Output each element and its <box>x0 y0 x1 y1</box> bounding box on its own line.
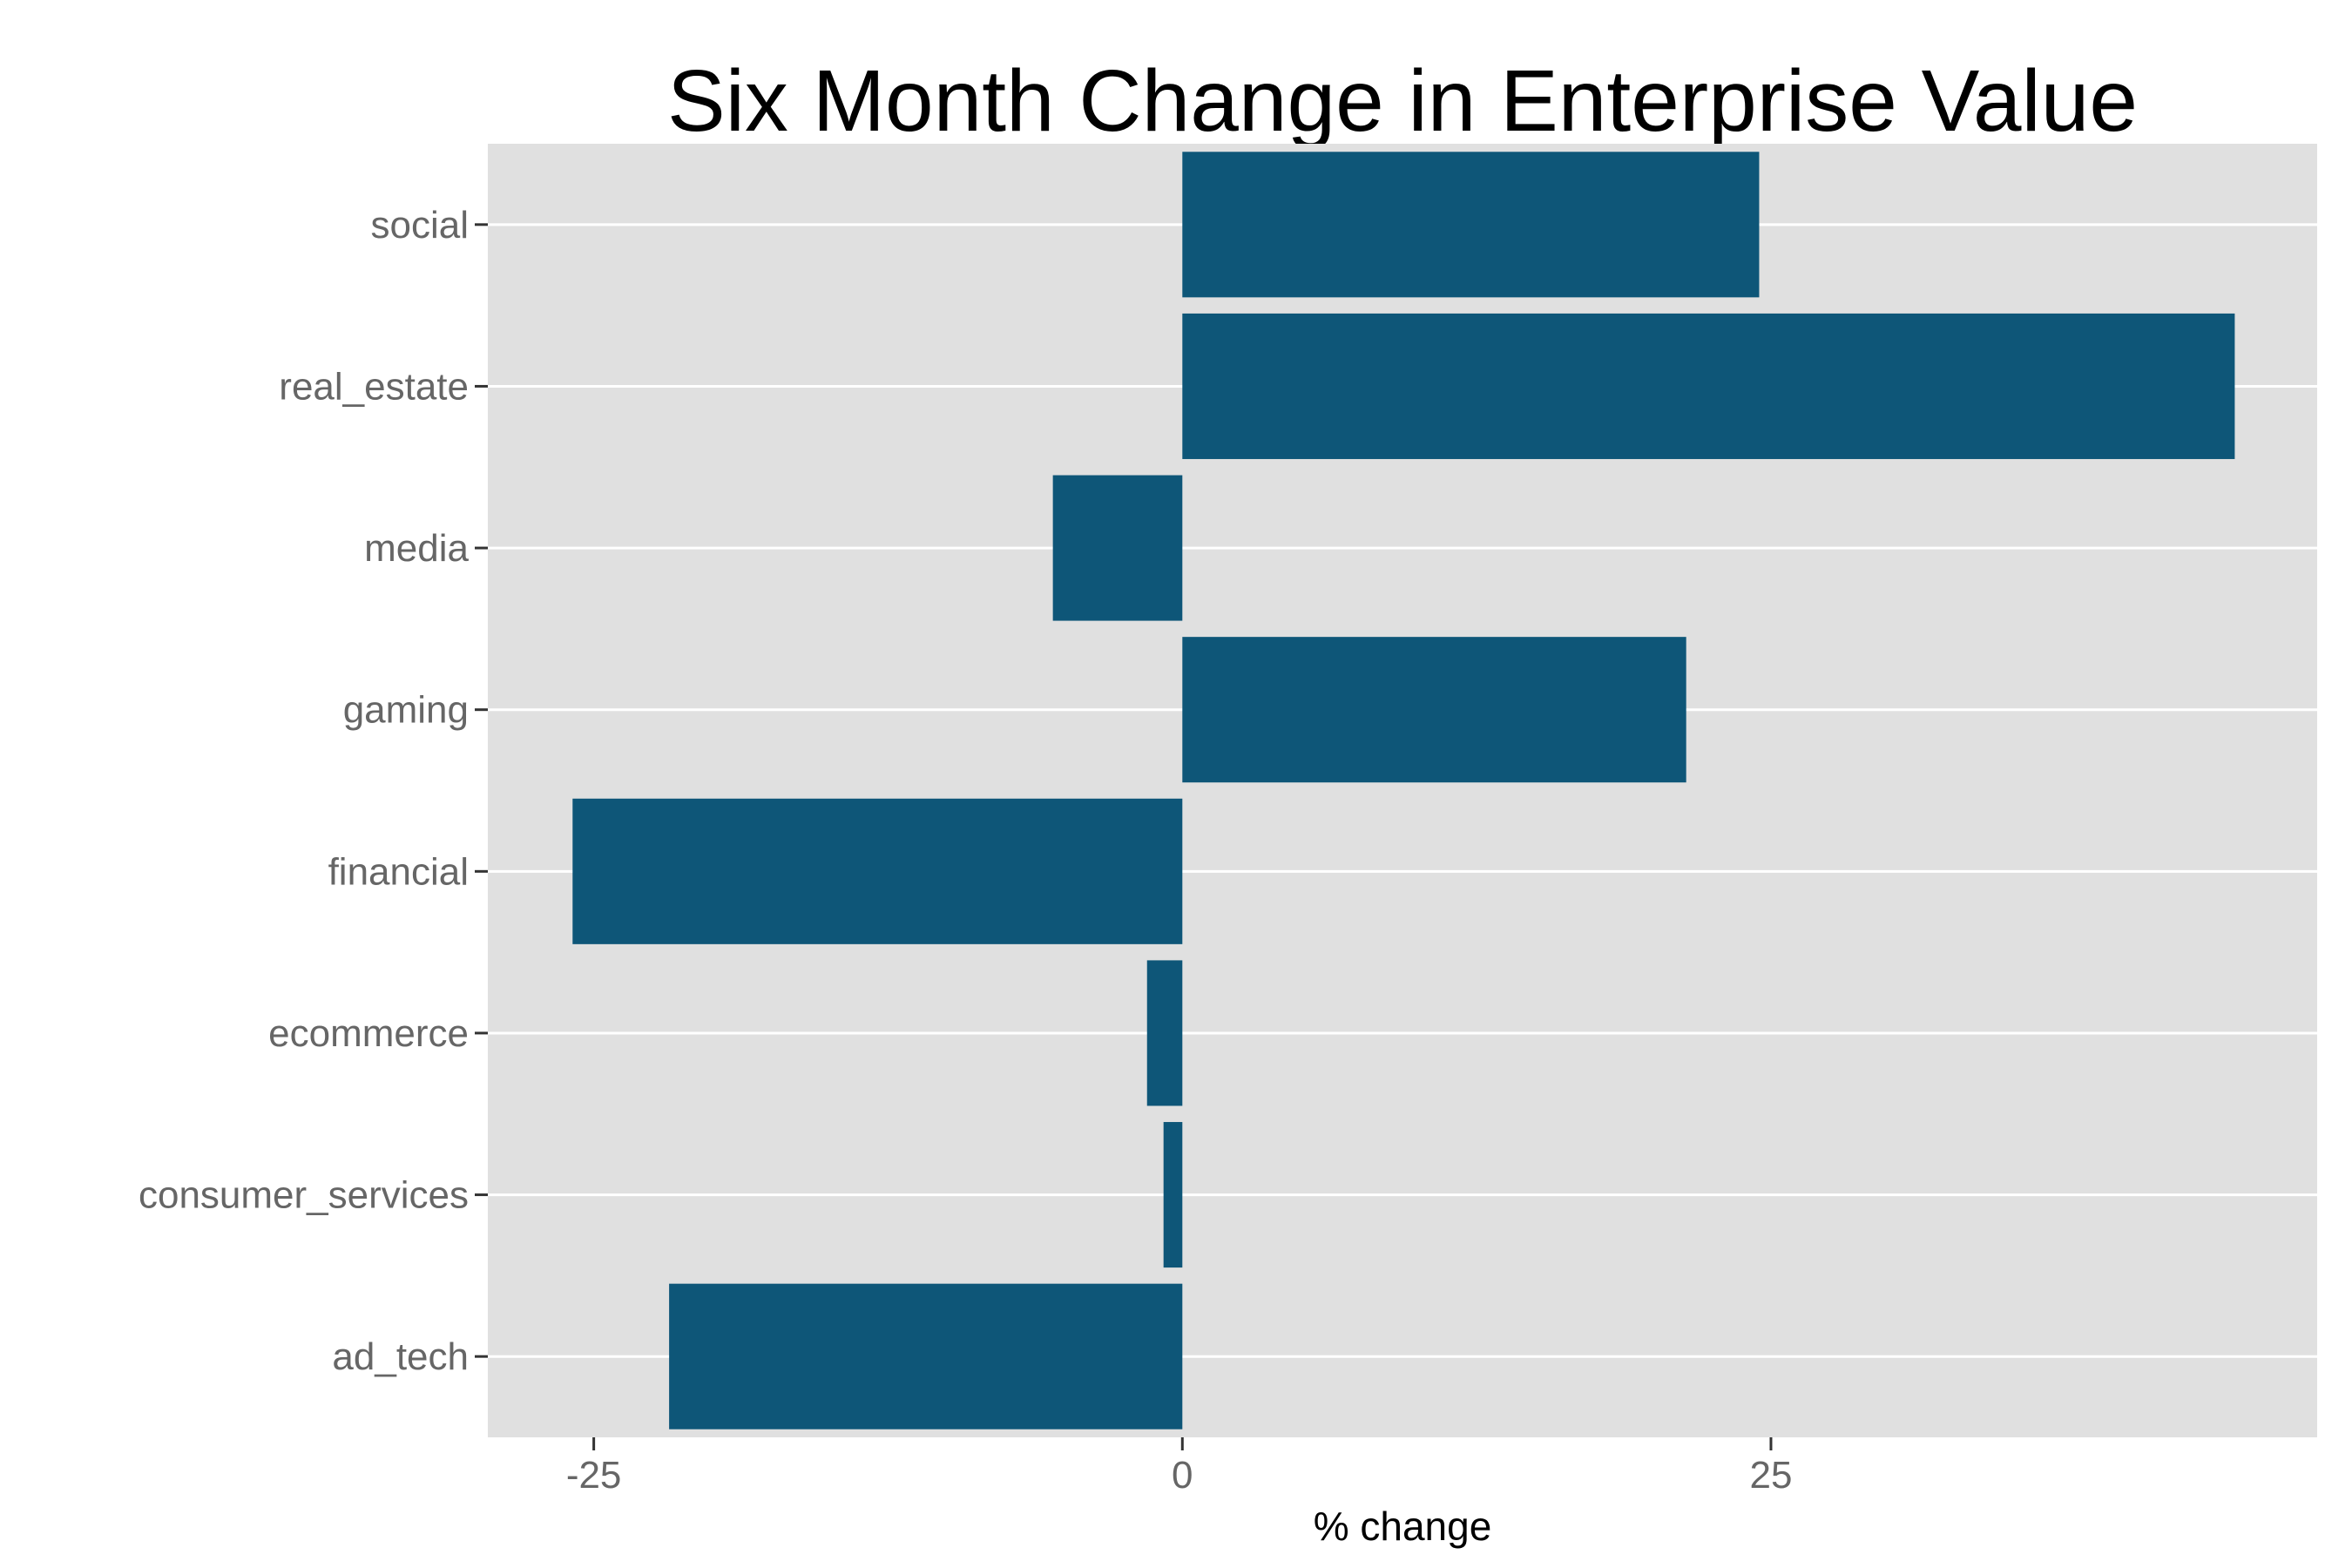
x-axis-ticks: -25 0 25 <box>566 1437 1792 1497</box>
bar-financial <box>572 798 1183 944</box>
bar-media <box>1052 475 1183 621</box>
bars <box>572 152 2235 1429</box>
y-tick-label-social: social <box>371 204 470 247</box>
y-tick-label-real_estate: real_estate <box>279 365 469 408</box>
y-tick-label-consumer_services: consumer_services <box>139 1174 469 1217</box>
y-tick-label-financial: financial <box>328 850 469 893</box>
bar-ecommerce <box>1146 960 1183 1106</box>
chart-title: Six Month Change in Enterprise Value <box>667 52 2138 150</box>
x-axis-title: % change <box>1314 1504 1492 1549</box>
y-tick-label-ad_tech: ad_tech <box>332 1335 469 1378</box>
bar-social <box>1182 152 1760 298</box>
x-tick-label-0: 0 <box>1172 1454 1193 1497</box>
y-tick-label-gaming: gaming <box>343 689 469 732</box>
bar-real_estate <box>1182 313 2235 459</box>
x-tick-label-25: 25 <box>1749 1454 1792 1497</box>
x-tick-label--25: -25 <box>566 1454 622 1497</box>
bar-consumer_services <box>1163 1122 1183 1268</box>
bar-ad_tech <box>669 1283 1183 1429</box>
y-tick-label-ecommerce: ecommerce <box>268 1012 469 1055</box>
bar-gaming <box>1182 637 1686 783</box>
y-tick-label-media: media <box>364 527 469 570</box>
